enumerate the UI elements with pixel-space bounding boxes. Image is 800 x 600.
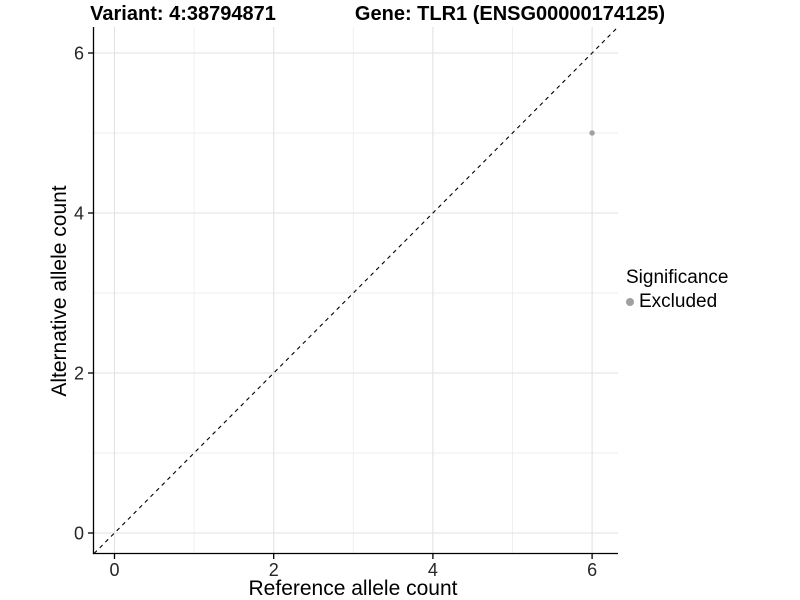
legend-entry-excluded: Excluded xyxy=(626,291,728,313)
plot-title-gene: Gene: TLR1 (ENSG00000174125) xyxy=(354,3,666,25)
x-tick-label: 2 xyxy=(269,560,279,580)
x-tick-label: 6 xyxy=(587,560,597,580)
legend: Significance Excluded xyxy=(626,266,728,313)
x-axis-title: Reference allele count xyxy=(248,577,458,600)
y-axis-title: Alternative allele count xyxy=(48,185,71,397)
x-tick-label: 0 xyxy=(109,560,119,580)
data-point xyxy=(589,130,595,136)
y-tick-label: 2 xyxy=(74,364,84,384)
plot-title-variant: Variant: 4:38794871 xyxy=(90,3,276,25)
excluded-point-marker-icon xyxy=(626,298,634,306)
identity-reference-line xyxy=(93,26,619,554)
legend-title: Significance xyxy=(626,267,729,288)
legend-entry-label: Excluded xyxy=(639,291,718,312)
y-tick-label: 0 xyxy=(74,524,84,544)
x-tick-label: 4 xyxy=(428,560,438,580)
y-tick-label: 4 xyxy=(74,204,84,224)
y-tick-label: 6 xyxy=(74,44,84,64)
